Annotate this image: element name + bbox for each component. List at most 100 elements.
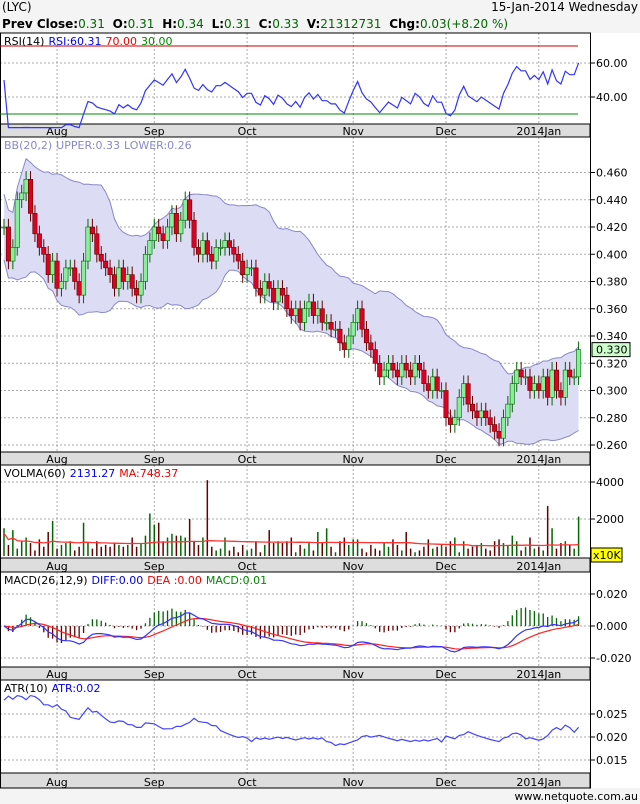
candle-body	[5, 226, 11, 262]
candlestick	[244, 259, 250, 283]
candle-body	[112, 274, 118, 289]
candlestick	[235, 246, 241, 270]
candlestick	[63, 259, 69, 290]
candlestick	[58, 273, 64, 297]
candle-body	[425, 383, 431, 391]
candlestick	[337, 321, 343, 351]
candle-body	[412, 362, 418, 378]
candlestick	[509, 375, 515, 413]
candle-body	[165, 226, 171, 241]
candlestick	[505, 395, 511, 426]
candle-body	[452, 417, 458, 425]
macd-dea-value: DEA :0.00	[147, 574, 202, 587]
candlestick	[483, 402, 489, 426]
candle-body	[443, 390, 449, 419]
candlestick	[231, 239, 237, 263]
candle-body	[284, 294, 290, 310]
low-label: L:	[211, 17, 225, 31]
rsi-month-label: Aug	[46, 125, 67, 138]
macd-month-label: Nov	[342, 668, 364, 681]
rsi-plot-area	[0, 33, 590, 124]
macd-diff-value: DIFF:0.00	[92, 574, 144, 587]
candle-body	[545, 376, 551, 398]
rsi-date-strip	[0, 123, 591, 138]
candle-body	[492, 424, 498, 432]
candlestick	[492, 416, 498, 440]
candlestick	[368, 334, 374, 358]
macd-axis-label: 0.020	[596, 588, 628, 601]
candle-body	[142, 253, 148, 282]
candle-body	[45, 253, 51, 275]
candle-body	[500, 417, 506, 439]
close-label: C:	[258, 17, 273, 31]
candle-body	[257, 288, 263, 296]
bollinger-legend: BB(20,2) UPPER:0.33 LOWER:0.26	[4, 139, 192, 152]
high-value: 0.34	[177, 17, 204, 31]
atr-month-label: 2014Jan	[516, 776, 561, 789]
candlestick	[302, 300, 308, 331]
volume-ma-value: MA:748.37	[119, 467, 178, 480]
candle-body	[421, 369, 427, 384]
candlestick	[226, 232, 232, 256]
volume-month-label: Nov	[342, 560, 364, 573]
candle-body	[509, 383, 515, 405]
macd-legend: MACD(26,12,9) DIFF:0.00 DEA :0.00 MACD:0.01	[4, 574, 267, 587]
volume-axis-label: 2000	[596, 513, 624, 526]
candlestick	[14, 191, 20, 256]
rsi-month-label: Sep	[144, 125, 165, 138]
candlestick	[284, 286, 290, 317]
price-month-label: Dec	[435, 453, 456, 466]
volume-title: VOLMA(60)	[4, 467, 66, 480]
rsi-upper-level: 70.00	[106, 35, 138, 48]
candle-body	[483, 410, 489, 419]
candle-body	[275, 288, 281, 303]
candle-body	[10, 247, 16, 262]
candlestick	[5, 218, 11, 270]
macd-axis-area	[590, 572, 640, 680]
candle-body	[297, 308, 303, 323]
candle-body	[430, 376, 436, 391]
atr-value: ATR:0.02	[52, 682, 101, 695]
atr-month-label: Nov	[342, 776, 364, 789]
prev-close-value: 0.31	[78, 17, 105, 31]
candle-body	[332, 328, 338, 331]
volume-month-label: Sep	[144, 560, 165, 573]
candle-body	[58, 281, 64, 289]
macd-axis-label: -0.020	[596, 652, 631, 665]
candle-body	[249, 267, 255, 270]
candle-body	[549, 369, 555, 398]
candle-body	[306, 301, 312, 310]
rsi-axis-label: 40.00	[596, 91, 628, 104]
atr-axis-label: 0.020	[596, 731, 628, 744]
candle-body	[138, 281, 144, 296]
price-month-label: Sep	[144, 453, 165, 466]
candlestick	[36, 225, 42, 256]
candle-body	[125, 274, 131, 282]
price-axis-label: 0.320	[596, 357, 628, 370]
candle-body	[381, 369, 387, 378]
candle-body	[41, 247, 47, 255]
price-axis-label: 0.260	[596, 439, 628, 452]
candle-body	[14, 199, 20, 248]
atr-plot-area	[0, 680, 590, 773]
candle-body	[63, 267, 69, 282]
candle-body	[32, 213, 38, 235]
candle-body	[531, 383, 537, 391]
rsi-axis-label: 60.00	[596, 57, 628, 70]
candlestick	[103, 252, 109, 277]
volume-label: V:	[306, 17, 321, 31]
candle-body	[518, 369, 524, 378]
symbol-label: (LYC)	[2, 0, 32, 14]
volume-month-label: 2014Jan	[516, 560, 561, 573]
candle-body	[571, 376, 577, 379]
atr-legend: ATR(10) ATR:0.02	[4, 682, 101, 695]
candle-body	[231, 247, 237, 255]
candle-body	[293, 308, 299, 316]
candle-body	[403, 362, 409, 371]
quote-bar: Prev Close:0.31 O:0.31 H:0.34 L:0.31 C:0…	[2, 17, 512, 31]
candle-body	[474, 410, 480, 419]
candle-body	[567, 369, 573, 378]
candle-body	[222, 240, 228, 248]
volume-month-label: Dec	[435, 560, 456, 573]
candlestick	[350, 314, 356, 345]
